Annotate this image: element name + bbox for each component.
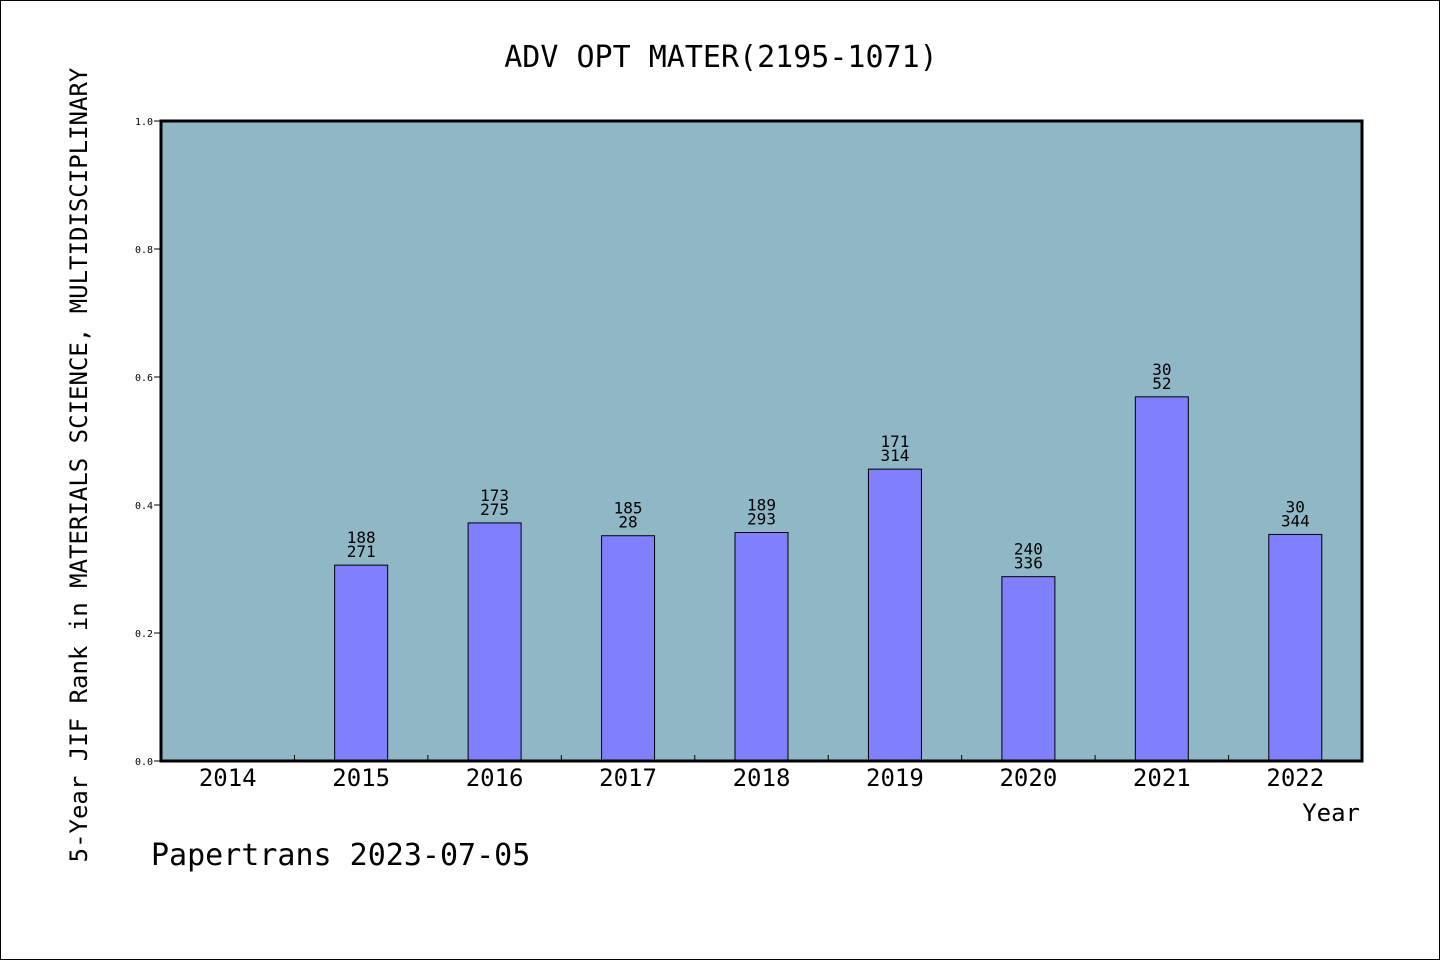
bar-2016 — [467, 522, 522, 762]
bar-label-bottom: 293 — [747, 510, 776, 529]
bar-2021 — [1134, 396, 1189, 762]
y-axis-label: 5-Year JIF Rank in MATERIALS SCIENCE, MU… — [65, 67, 93, 862]
bar-2022 — [1268, 533, 1323, 762]
bar-2020 — [1001, 576, 1056, 762]
y-tick-label: 0.6 — [135, 373, 153, 384]
x-tick-label: 2019 — [866, 764, 924, 792]
y-tick-label: 0.0 — [135, 757, 153, 768]
bar-label-bottom: 52 — [1152, 374, 1171, 393]
bar-label-bottom: 28 — [618, 513, 637, 532]
bar-label-top: 30 — [1286, 497, 1305, 516]
bar-label-bottom: 344 — [1281, 511, 1310, 530]
y-axis-ticks: 0.0 0.2 0.4 0.6 0.8 1.0 — [135, 117, 161, 768]
bar-label-bottom: 271 — [347, 542, 376, 561]
plot-border — [159, 119, 1364, 763]
bar-2017 — [601, 535, 656, 762]
x-tick-label: 2016 — [466, 764, 524, 792]
bar-label-bottom: 314 — [880, 446, 909, 465]
y-tick-label: 1.0 — [135, 117, 153, 128]
bar-2018 — [734, 532, 789, 762]
x-tick-label: 2020 — [999, 764, 1057, 792]
bar-label-bottom: 336 — [1014, 554, 1043, 573]
x-tick-label: 2014 — [199, 764, 257, 792]
bar-label-top: 185 — [614, 499, 643, 518]
x-axis-ticks: 2014 2015 2016 2017 2018 2019 2020 2021 2022 — [199, 755, 1324, 792]
x-tick-label: 2015 — [332, 764, 390, 792]
bar-2015 — [334, 564, 389, 762]
footer-text: Papertrans 2023-07-05 — [151, 838, 530, 873]
y-tick-label: 0.2 — [135, 629, 153, 640]
x-axis-label: Year — [1302, 799, 1360, 827]
x-tick-label: 2017 — [599, 764, 657, 792]
x-tick-label: 2022 — [1266, 764, 1324, 792]
bar-label-top: 30 — [1152, 360, 1171, 379]
bars-group — [334, 396, 1323, 762]
bar-label-top: 240 — [1014, 540, 1043, 559]
y-tick-label: 0.4 — [135, 501, 153, 512]
chart-title: ADV OPT MATER(2195-1071) — [504, 40, 937, 75]
bar-2019 — [867, 468, 922, 762]
bar-label-top: 188 — [347, 528, 376, 547]
x-tick-label: 2021 — [1133, 764, 1191, 792]
bar-label-top: 171 — [880, 432, 909, 451]
bar-label-top: 189 — [747, 496, 776, 515]
x-tick-label: 2018 — [733, 764, 791, 792]
bar-label-top: 173 — [480, 486, 509, 505]
y-tick-label: 0.8 — [135, 245, 153, 256]
bar-label-bottom: 275 — [480, 500, 509, 519]
